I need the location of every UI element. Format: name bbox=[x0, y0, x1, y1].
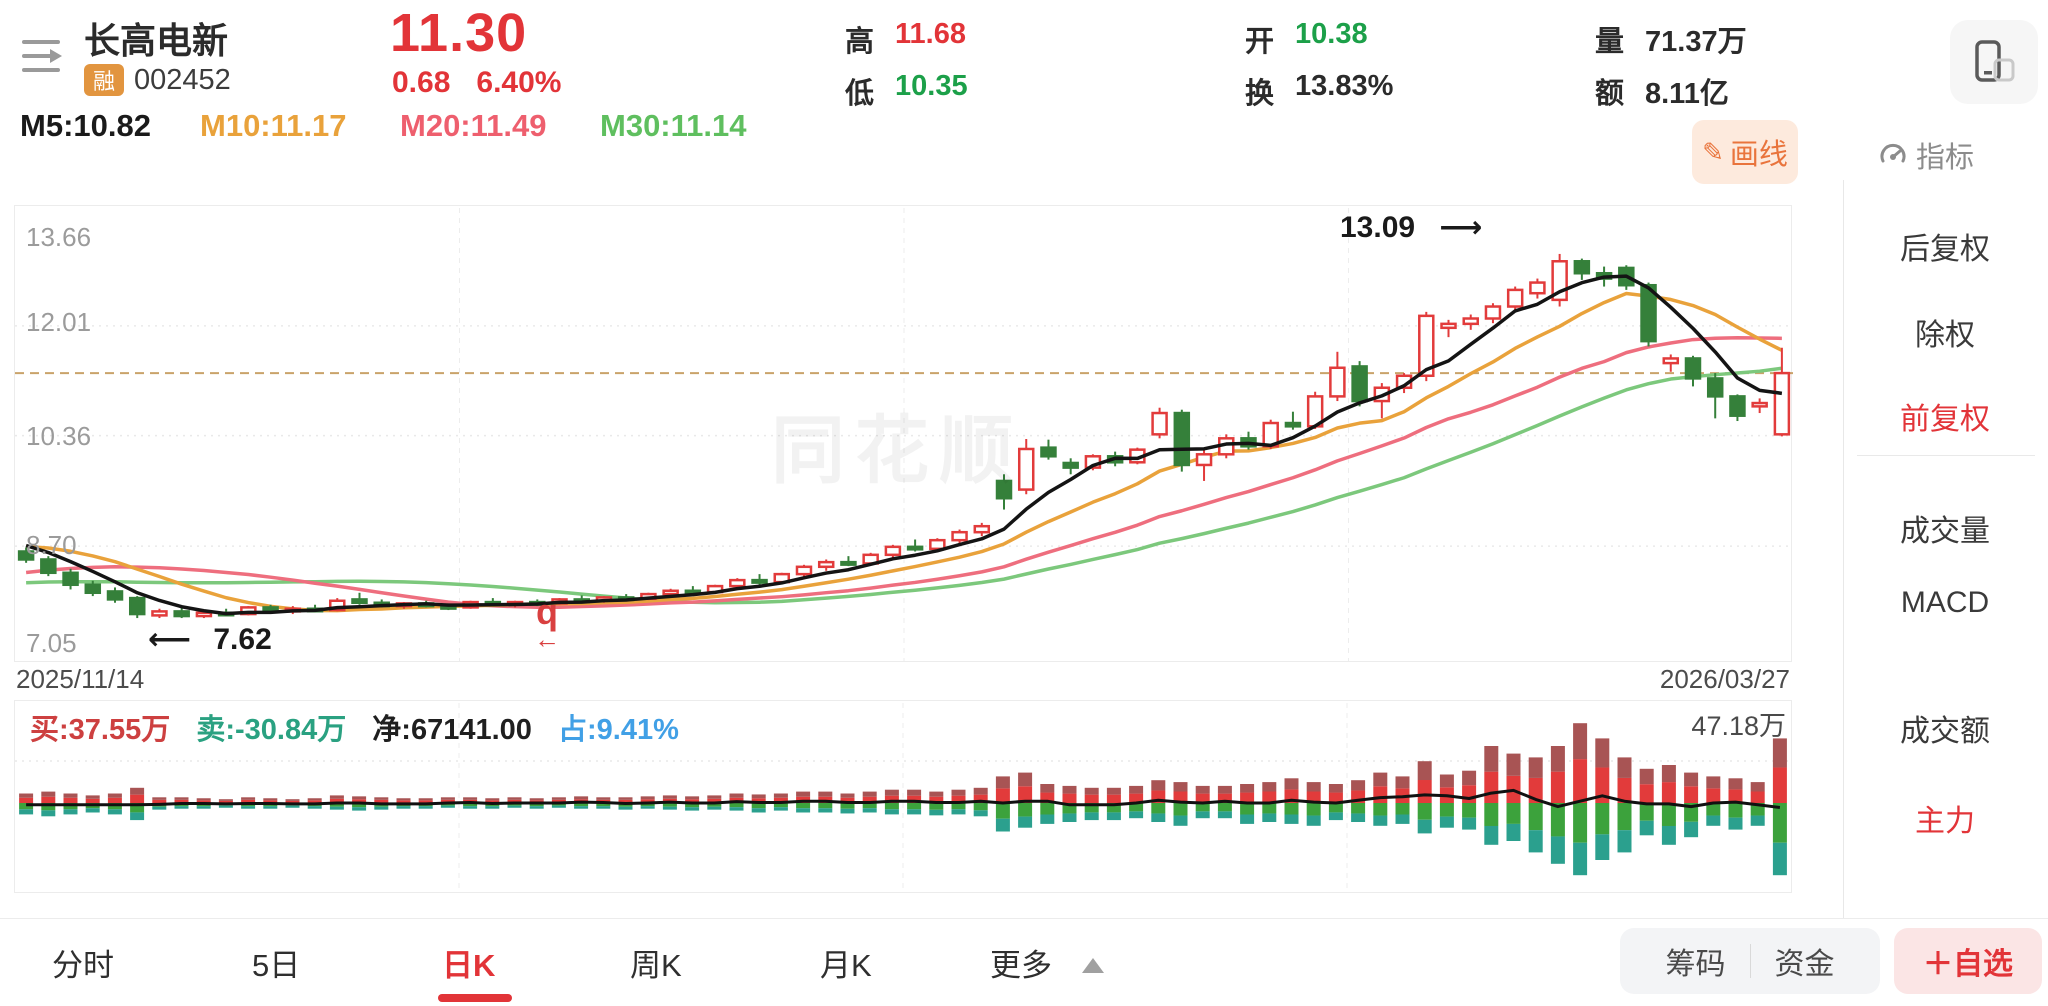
sidebar-item-chengjiaoe[interactable]: 成交额 bbox=[1900, 715, 1990, 748]
footer-divider bbox=[0, 918, 2048, 919]
quote-amount-value: 8.11亿 bbox=[1645, 78, 1729, 110]
rotate-screen-button[interactable] bbox=[1950, 20, 2038, 104]
candlestick-chart bbox=[15, 208, 1793, 661]
indicator-header[interactable]: 指标 bbox=[1878, 134, 1974, 176]
indicator-label: 指标 bbox=[1916, 142, 1975, 174]
quote-low-label: 低 bbox=[845, 78, 875, 110]
flow-max-label: 47.18万 bbox=[1691, 711, 1786, 741]
sidebar-item-houfuquan[interactable]: 后复权 bbox=[1900, 233, 1990, 266]
menu-arrow-icon bbox=[50, 49, 62, 63]
sidebar-item-chengjiaoliang[interactable]: 成交量 bbox=[1900, 515, 1990, 548]
tab-daily-k[interactable]: 日K bbox=[442, 948, 496, 983]
tab-fenshi[interactable]: 分时 bbox=[52, 948, 114, 983]
right-arrow-icon: ⟶ bbox=[1439, 211, 1483, 244]
tab-more[interactable]: 更多 bbox=[990, 948, 1052, 983]
sidebar-item-qianfuquan[interactable]: 前复权 bbox=[1900, 403, 1990, 436]
rotate-phone-icon bbox=[1975, 40, 2015, 82]
quote-volume-label: 量 bbox=[1595, 26, 1625, 58]
capital-flow-chart bbox=[15, 703, 1791, 889]
fund-button[interactable]: 资金 bbox=[1774, 948, 1835, 981]
low-annotation: ⟵ 7.62 bbox=[148, 623, 272, 656]
price-chart-panel[interactable]: 同花顺 bbox=[14, 205, 1793, 662]
chip-distribution-button[interactable]: 筹码 bbox=[1665, 948, 1726, 981]
flow-sell: 卖:-30.84万 bbox=[196, 714, 347, 746]
chip-fund-button-group: 筹码 资金 bbox=[1620, 928, 1880, 994]
left-arrow-icon: ⟵ bbox=[148, 623, 192, 656]
stock-code: 002452 bbox=[134, 64, 231, 96]
quote-turnover-label: 换 bbox=[1245, 78, 1275, 110]
margin-badge: 融 bbox=[84, 64, 124, 96]
sidebar-divider bbox=[1843, 180, 1844, 918]
more-arrow-up-icon[interactable] bbox=[1082, 958, 1104, 973]
menu-icon[interactable] bbox=[22, 40, 66, 76]
quote-low-value: 10.35 bbox=[895, 70, 968, 102]
draw-line-label: 画线 bbox=[1729, 139, 1788, 171]
quote-open-value: 10.38 bbox=[1295, 18, 1368, 50]
ytick-10-36: 10.36 bbox=[26, 421, 92, 451]
quote-high-value: 11.68 bbox=[895, 18, 966, 50]
draw-line-button[interactable]: ✎ 画线 bbox=[1692, 120, 1798, 184]
price-change-row: 0.68 6.40% bbox=[392, 66, 561, 100]
quote-open-label: 开 bbox=[1245, 26, 1275, 58]
quote-turnover-value: 13.83% bbox=[1295, 70, 1394, 102]
tab-weekly-k[interactable]: 周K bbox=[630, 948, 682, 983]
sidebar-item-macd[interactable]: MACD bbox=[1900, 586, 1990, 619]
ma5-value: M5:10.82 bbox=[20, 108, 151, 143]
event-underline-arrow-icon: ← bbox=[534, 623, 560, 654]
ytick-7-05: 7.05 bbox=[26, 628, 77, 658]
quote-high-label: 高 bbox=[845, 26, 875, 58]
event-marker-q[interactable]: q ← bbox=[534, 591, 560, 654]
price-change-pct: 6.40% bbox=[476, 66, 562, 99]
quote-volume-value: 71.37万 bbox=[1645, 26, 1747, 58]
stock-name: 长高电新 bbox=[84, 20, 229, 61]
ytick-12-01: 12.01 bbox=[26, 307, 92, 337]
ma20-value: M20:11.49 bbox=[400, 108, 547, 143]
ma10-value: M10:11.17 bbox=[200, 108, 347, 143]
flow-stats-row: 买:37.55万 卖:-30.84万 净:67141.00 占:9.41% bbox=[30, 706, 679, 748]
gauge-icon bbox=[1880, 143, 1906, 163]
ytick-13-66: 13.66 bbox=[26, 222, 92, 252]
capital-flow-panel[interactable] bbox=[14, 700, 1792, 893]
sidebar-item-zhuli[interactable]: 主力 bbox=[1915, 805, 1975, 838]
watermark: 同花顺 bbox=[771, 409, 1023, 492]
add-watchlist-button[interactable]: ＋自选 bbox=[1894, 928, 2042, 994]
flow-buy: 买:37.55万 bbox=[30, 714, 171, 746]
ytick-8-70: 8.70 bbox=[26, 530, 77, 560]
pencil-icon: ✎ bbox=[1702, 136, 1724, 167]
tab-monthly-k[interactable]: 月K bbox=[820, 948, 872, 983]
flow-pct: 占:9.41% bbox=[557, 714, 679, 746]
sidebar-separator bbox=[1857, 455, 2035, 456]
flow-net: 净:67141.00 bbox=[372, 714, 532, 746]
tab-5day[interactable]: 5日 bbox=[252, 948, 301, 983]
ma30-value: M30:11.14 bbox=[600, 108, 747, 143]
axis-date-end: 2026/03/27 bbox=[1659, 664, 1790, 694]
high-annotation: 13.09 ⟶ bbox=[1340, 211, 1483, 244]
sidebar-item-chuquan[interactable]: 除权 bbox=[1915, 319, 1975, 352]
active-tab-underline bbox=[438, 994, 512, 1002]
pill-divider bbox=[1749, 944, 1751, 978]
quote-amount-label: 额 bbox=[1595, 78, 1625, 110]
axis-date-start: 2025/11/14 bbox=[16, 664, 145, 694]
last-price: 11.30 bbox=[390, 3, 528, 63]
price-change: 0.68 bbox=[392, 66, 451, 99]
